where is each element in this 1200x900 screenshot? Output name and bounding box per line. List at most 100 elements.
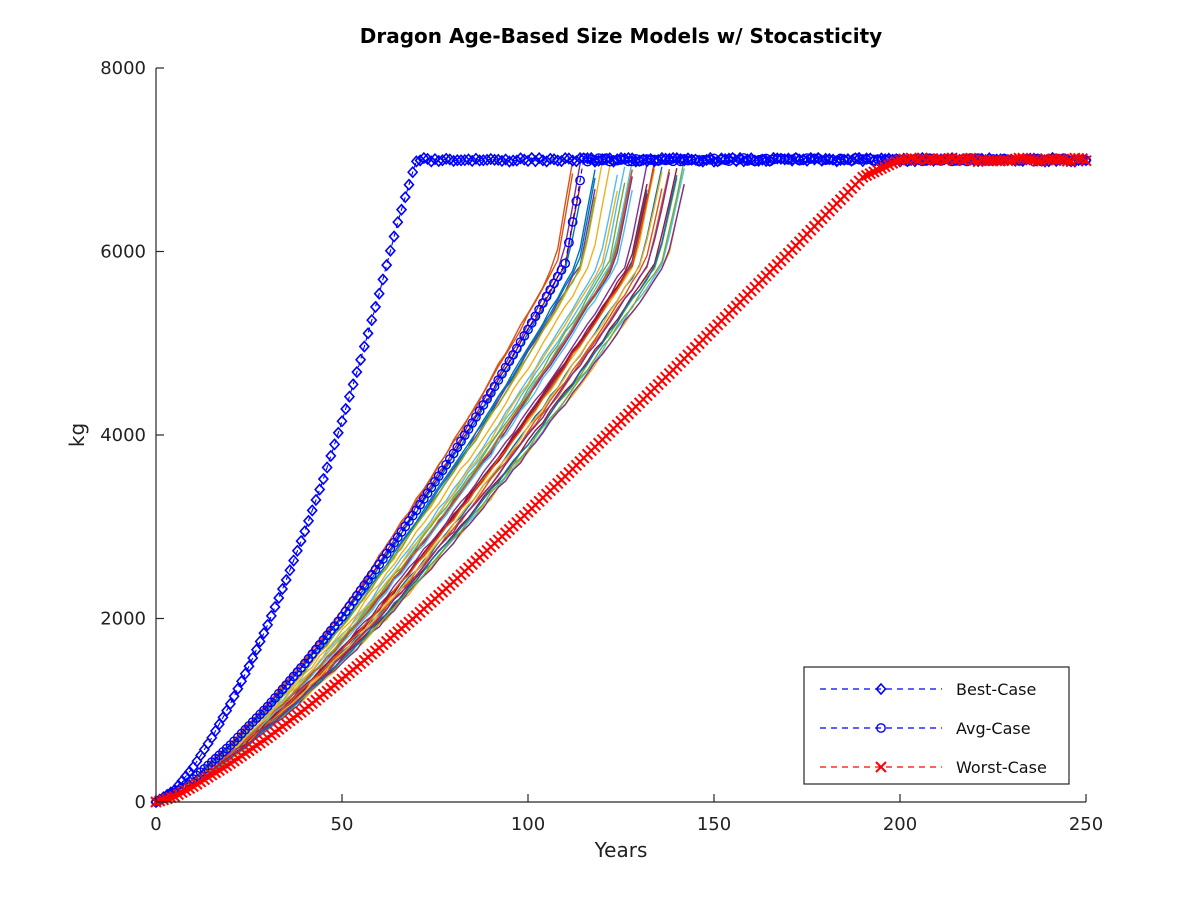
avg-case-marker [753, 155, 764, 165]
best-case-marker [336, 415, 348, 428]
best-case-marker [369, 300, 382, 314]
best-case-marker [328, 438, 341, 451]
avg-case-marker [638, 154, 649, 165]
avg-case-marker [567, 217, 578, 227]
y-ticks: 0 2000 4000 6000 8000 [100, 58, 164, 813]
x-tick-label: 50 [331, 814, 354, 835]
best-case-marker [273, 591, 285, 605]
worst-case-marker [157, 794, 170, 806]
avg-case-marker [854, 154, 864, 165]
best-case-marker [544, 152, 556, 166]
stochastic-run-line [155, 175, 678, 803]
best-case-marker [492, 153, 504, 167]
series-worst-case [150, 152, 1092, 808]
best-case-marker [485, 152, 497, 166]
worst-case-marker [1080, 155, 1092, 167]
x-tick-label: 100 [511, 814, 545, 835]
best-case-marker [247, 651, 259, 665]
best-case-marker [269, 600, 281, 614]
best-case-marker [291, 544, 303, 557]
best-case-marker [581, 152, 594, 165]
best-case-marker [243, 660, 255, 673]
best-case-marker [239, 667, 251, 680]
best-case-marker [723, 152, 735, 165]
avg-case-marker [657, 154, 667, 165]
legend-marker-swatch [875, 761, 887, 773]
y-tick-label: 2000 [100, 609, 146, 630]
worst-case-marker [165, 791, 177, 804]
avg-case-marker [802, 153, 812, 164]
best-case-marker [288, 554, 300, 567]
best-case-marker [325, 449, 337, 463]
best-case-marker [373, 287, 385, 300]
best-case-marker [299, 525, 311, 538]
avg-case-marker [861, 154, 872, 165]
best-case-marker [332, 426, 344, 439]
best-case-marker [250, 643, 263, 656]
best-case-marker [284, 564, 296, 577]
legend-label: Best-Case [956, 680, 1036, 699]
best-case-marker [440, 152, 452, 166]
avg-case-marker [608, 155, 619, 165]
y-tick-label: 4000 [100, 425, 146, 446]
best-case-marker [321, 461, 333, 474]
best-case-marker [295, 534, 307, 548]
best-case-marker [358, 340, 370, 353]
y-tick-label: 8000 [100, 58, 146, 79]
best-case-marker [667, 151, 679, 165]
best-case-marker [340, 402, 352, 416]
best-case-marker [392, 215, 404, 229]
best-case-marker [314, 483, 326, 496]
avg-case-marker [683, 155, 693, 166]
best-case-marker [347, 378, 359, 391]
x-tick-label: 150 [697, 814, 731, 835]
best-case-marker [362, 327, 374, 340]
legend: Best-Case Avg-Case Worst-Case [803, 666, 1070, 785]
avg-case-line [155, 156, 1087, 803]
best-case-marker [410, 155, 422, 168]
avg-case-marker [697, 154, 708, 165]
avg-case-marker [805, 154, 816, 164]
chart-title: Dragon Age-Based Size Models w/ Stocasti… [360, 24, 882, 48]
avg-case-marker [820, 155, 831, 166]
best-case-marker [451, 153, 463, 167]
best-case-marker [235, 675, 248, 688]
x-axis-label: Years [594, 838, 648, 862]
best-case-marker [481, 153, 493, 167]
best-case-marker [258, 626, 270, 640]
legend-entries: Best-Case Avg-Case Worst-Case [820, 680, 1047, 777]
worst-case-line [155, 157, 1087, 803]
avg-case-marker [571, 196, 582, 207]
best-case-marker [377, 273, 389, 286]
avg-case-marker [612, 155, 623, 166]
legend-marker-swatch [876, 723, 886, 733]
best-case-marker [276, 582, 289, 596]
best-case-marker [488, 153, 501, 167]
avg-case-marker [768, 154, 779, 165]
avg-case-marker [645, 155, 656, 166]
legend-entry-best-case: Best-Case [820, 680, 1036, 699]
avg-case-marker [564, 237, 574, 248]
best-case-marker [388, 230, 400, 243]
legend-label: Worst-Case [956, 758, 1047, 777]
legend-marker-swatch [875, 682, 887, 696]
best-case-marker [395, 203, 408, 216]
x-ticks: 0 50 100 150 200 250 [150, 794, 1103, 835]
model-series-layer [150, 151, 1092, 809]
best-case-marker [407, 166, 419, 179]
worst-case-marker [1005, 154, 1018, 167]
best-case-marker [306, 504, 318, 517]
best-case-marker [384, 244, 396, 257]
best-case-marker [366, 313, 378, 327]
best-case-marker [310, 493, 322, 507]
best-case-marker [355, 353, 367, 366]
worst-case-marker [1072, 152, 1085, 165]
legend-entry-avg-case: Avg-Case [820, 719, 1031, 738]
avg-case-marker [716, 154, 727, 165]
avg-case-marker [779, 154, 790, 165]
best-case-marker [403, 178, 415, 191]
best-case-marker [265, 609, 277, 623]
legend-entry-worst-case: Worst-Case [820, 758, 1047, 777]
best-case-marker [351, 365, 363, 379]
